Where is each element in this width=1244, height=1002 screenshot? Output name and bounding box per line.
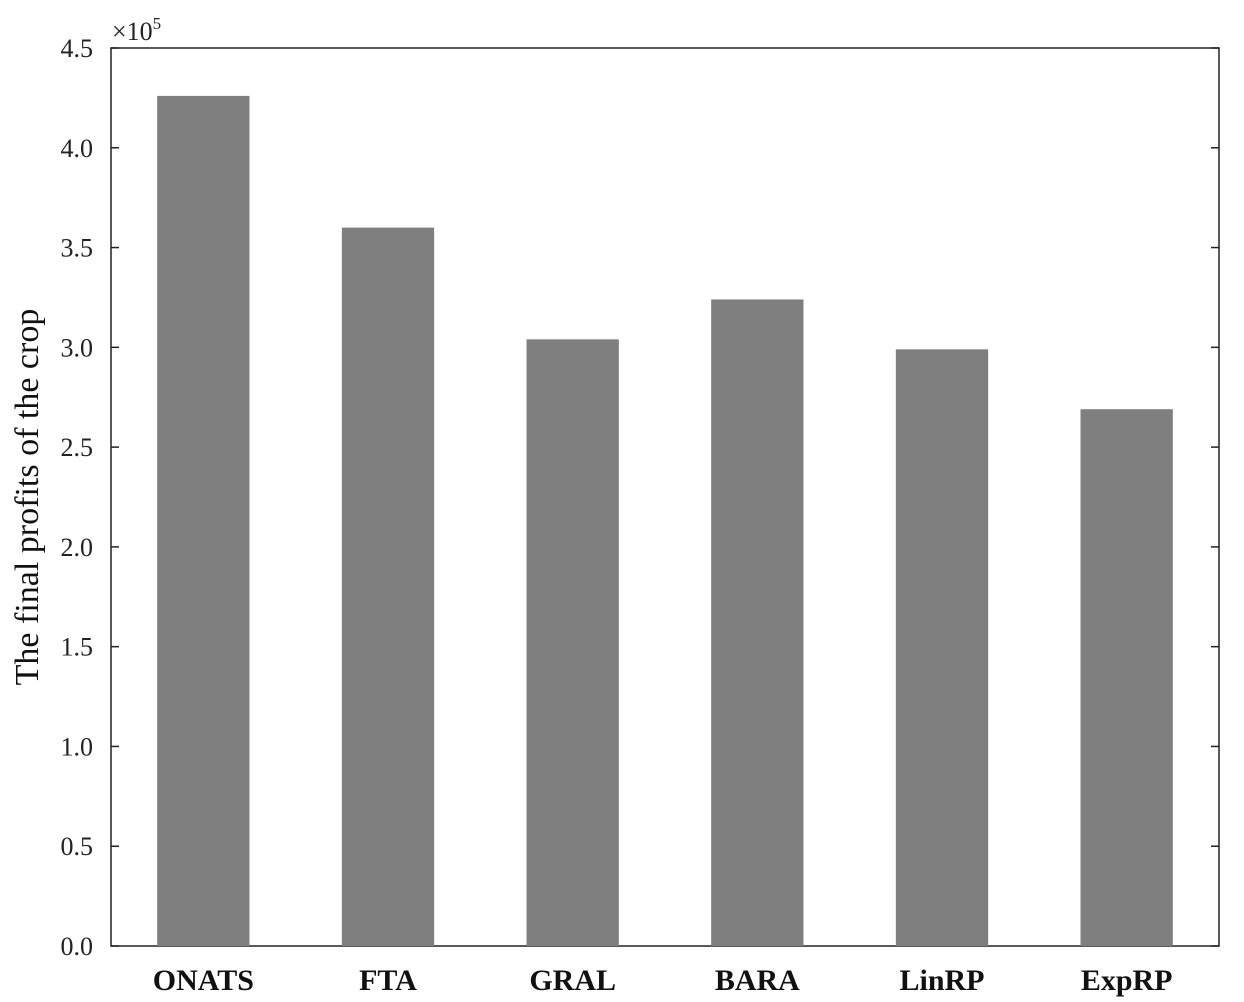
bar-onats — [157, 95, 250, 947]
bar-fta — [341, 227, 435, 947]
y-tick-label: 2.0 — [61, 533, 94, 562]
bars-group — [157, 95, 1173, 947]
y-axis-title: The final profits of the crop — [9, 309, 46, 686]
y-tick-label: 4.0 — [61, 134, 94, 163]
category-labels-group: ONATS FTA GRAL BARA LinRP ExpRP — [153, 964, 1173, 997]
x-category-label: FTA — [359, 964, 417, 997]
y-tick-label: 3.0 — [61, 333, 94, 362]
y-tick-label: 1.5 — [61, 633, 94, 662]
y-tick-label: 0.0 — [61, 932, 94, 961]
y-tick-label: 2.5 — [61, 433, 94, 462]
y-multiplier: ×105 — [112, 14, 161, 46]
multiplier-exponent: 5 — [153, 14, 162, 33]
plot-frame — [110, 47, 1220, 947]
multiplier-base: ×10 — [112, 17, 153, 46]
y-tick-label: 4.5 — [61, 34, 94, 63]
y-tick-label: 3.5 — [61, 234, 94, 263]
y-tick-label: 1.0 — [61, 732, 94, 761]
y-tick-label: 0.5 — [61, 832, 94, 861]
x-category-label: GRAL — [529, 964, 616, 997]
y-ticks-group: 0.0 0.5 1.0 1.5 2.0 2.5 3.0 3.5 4.0 4.5 — [61, 34, 1219, 961]
x-category-label: LinRP — [899, 964, 984, 997]
x-category-label: ONATS — [153, 964, 254, 997]
bar-linrp — [895, 349, 989, 947]
x-category-label: BARA — [715, 964, 800, 997]
bar-exprp — [1080, 409, 1173, 946]
x-category-label: ExpRP — [1081, 964, 1173, 997]
bar-bara — [711, 299, 804, 946]
bar-gral — [526, 339, 619, 947]
